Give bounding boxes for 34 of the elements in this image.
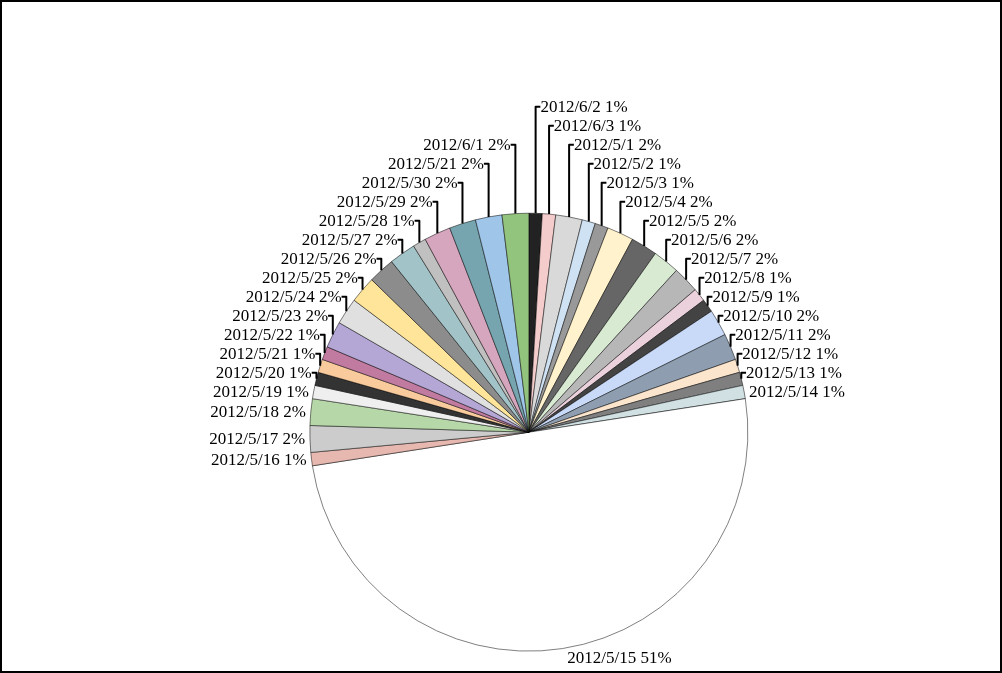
slice-label: 2012/5/17 2% (209, 429, 306, 449)
slice-label: 2012/5/14 1% (748, 382, 845, 402)
slice-label: 2012/5/2 1% (593, 154, 681, 174)
slice-label: 2012/5/29 2% (336, 192, 433, 212)
slice-label: 2012/5/4 2% (625, 192, 713, 212)
slice-label: 2012/5/11 2% (735, 325, 831, 345)
slice-label: 2012/5/25 2% (261, 268, 358, 288)
slice-label: 2012/5/9 1% (712, 287, 800, 307)
slice-label: 2012/5/21 2% (388, 154, 484, 174)
slice-label: 2012/5/20 1% (215, 363, 312, 383)
slice-label: 2012/5/21 1% (219, 344, 316, 364)
slice-label: 2012/5/5 2% (648, 211, 737, 231)
slice-label: 2012/5/27 2% (301, 230, 398, 250)
slice-label: 2012/5/26 2% (280, 249, 377, 269)
slice-label: 2012/5/16 1% (210, 449, 307, 469)
slice-label: 2012/5/23 2% (232, 306, 329, 326)
slice-label: 2012/5/24 2% (245, 287, 342, 307)
slice-label: 2012/5/7 2% (690, 249, 779, 269)
slice-label: 2012/5/12 1% (742, 344, 839, 364)
slice-label: 2012/5/6 2% (670, 230, 759, 250)
slice-label: 2012/5/15 51% (567, 648, 672, 668)
slice-label: 2012/5/22 1% (224, 325, 320, 345)
slice-label: 2012/5/18 2% (210, 402, 307, 422)
slice-label: 2012/6/2 1% (540, 97, 628, 117)
slice-label: 2012/6/1 2% (423, 135, 511, 155)
slice-label: 2012/5/28 1% (318, 211, 415, 231)
slice-label: 2012/5/30 2% (361, 173, 458, 193)
slice-label: 2012/5/19 1% (212, 382, 309, 402)
slice-label: 2012/5/3 1% (606, 173, 694, 193)
slice-label: 2012/6/3 1% (553, 116, 642, 136)
slice-label: 2012/5/8 1% (704, 268, 792, 288)
slice-label: 2012/5/1 2% (573, 135, 662, 155)
slice-label: 2012/5/13 1% (746, 363, 842, 383)
slice-label: 2012/5/10 2% (723, 306, 820, 326)
